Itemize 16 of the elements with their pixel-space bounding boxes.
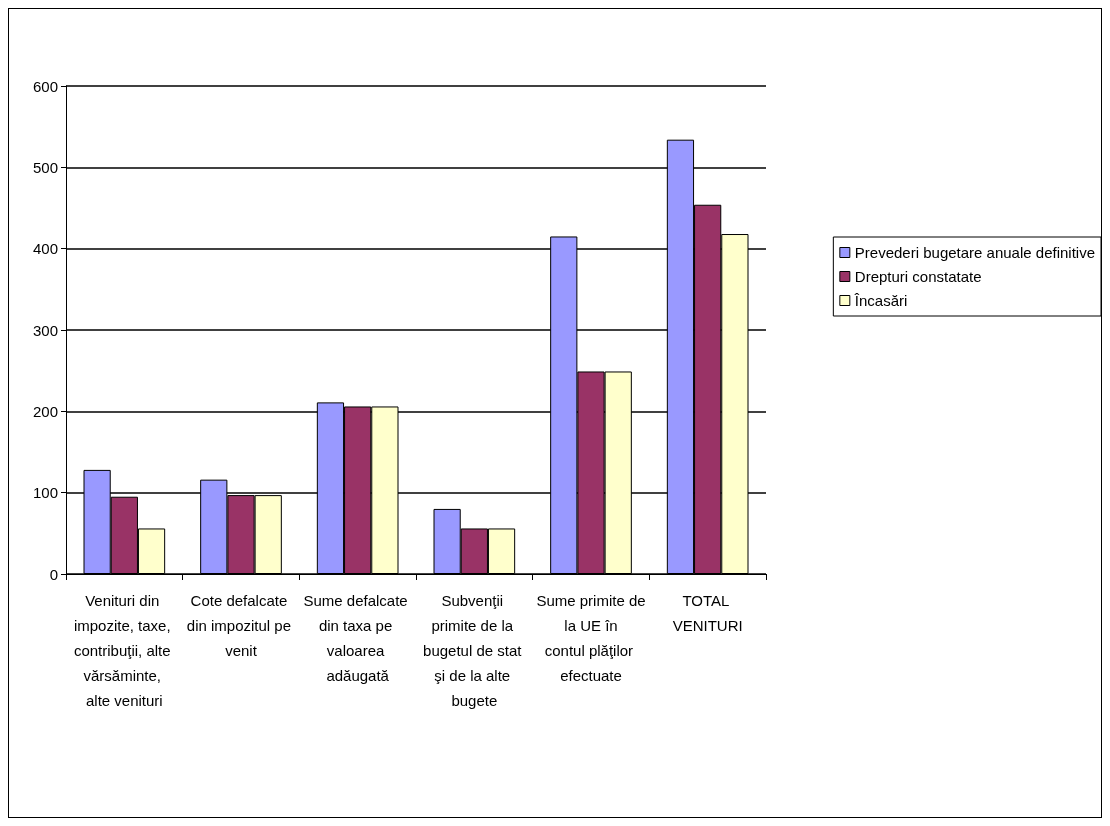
- x-tick-label: Cote defalcate din impozitul pe venit: [186, 592, 296, 659]
- y-tick-label: 0: [49, 565, 58, 583]
- x-tick-label: Sume defalcate din taxa pe valoarea adăugată: [303, 592, 412, 684]
- x-tick-label: Sume primite de la UE în contul plăţilor efectuate: [536, 592, 646, 684]
- legend-label: Încasări: [853, 292, 908, 309]
- y-tick-label: 200: [32, 402, 58, 420]
- legend-label: Drepturi constatate: [854, 268, 982, 285]
- y-tick-label: 500: [32, 158, 58, 176]
- legend-label: Prevederi bugetare anuale definitive: [854, 244, 1096, 261]
- y-tick-label: 300: [32, 321, 58, 339]
- y-tick-label: 100: [32, 484, 58, 502]
- y-tick-label: 600: [32, 77, 58, 95]
- x-tick-label: Venituri din impozite, taxe, contribuţii, alte vărsăminte, alte venituri: [73, 592, 175, 709]
- x-tick-label: Subvenţii primite de la bugetul de stat şi de la alte bugete: [423, 592, 526, 709]
- y-tick-label: 400: [32, 240, 58, 258]
- x-tick-label: TOTAL VENITURI: [672, 592, 743, 634]
